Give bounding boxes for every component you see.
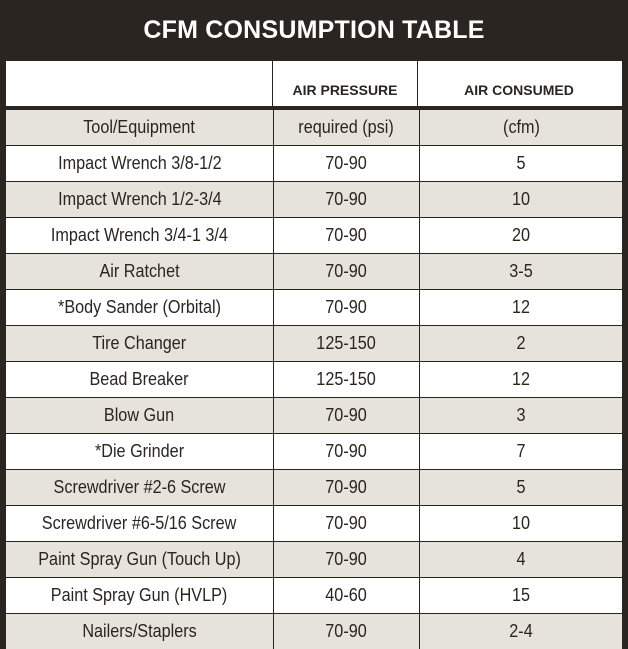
table-row: Paint Spray Gun (Touch Up) 70-90 4 [6, 541, 622, 577]
cfm-cell: 12 [511, 369, 531, 389]
cfm-cell: 3 [516, 405, 526, 425]
cfm-cell: 2 [516, 333, 526, 353]
tool-cell: Tire Changer [6, 326, 274, 361]
table-title: CFM CONSUMPTION TABLE [143, 16, 485, 44]
pressure-cell: 70-90 [274, 614, 420, 649]
table-row: Impact Wrench 3/4-1 3/4 70-90 20 [6, 217, 622, 253]
table-row: Air Ratchet 70-90 3-5 [6, 253, 622, 289]
table-row: Impact Wrench 1/2-3/4 70-90 10 [6, 181, 622, 217]
pressure-cell: 70-90 [274, 254, 420, 289]
cfm-cell: 5 [516, 153, 526, 173]
subheader-cfm: (cfm) [502, 117, 540, 137]
cfm-consumption-table: AIR PRESSURE AIR CONSUMED Tool/Equipment… [6, 61, 622, 649]
pressure-cell: 70-90 [274, 218, 420, 253]
tool-cell: Impact Wrench 1/2-3/4 [6, 182, 274, 217]
tool-cell: Air Ratchet [6, 254, 274, 289]
pressure-cell: 70-90 [274, 290, 420, 325]
pressure-cell: 70-90 [274, 398, 420, 433]
table-row: Impact Wrench 3/8-1/2 70-90 5 [6, 145, 622, 181]
pressure-cell: 125-150 [274, 326, 420, 361]
header-air-consumed: AIR CONSUMED [464, 82, 574, 98]
tool-cell: Paint Spray Gun (Touch Up) [6, 542, 274, 577]
table-row: Bead Breaker 125-150 12 [6, 361, 622, 397]
tool-cell: Screwdriver #2-6 Screw [6, 470, 274, 505]
cfm-cell: 10 [511, 189, 531, 209]
pressure-cell: 70-90 [274, 542, 420, 577]
subheader-required-psi: required (psi) [274, 110, 420, 145]
cfm-cell: 20 [511, 225, 531, 245]
table-header-row: AIR PRESSURE AIR CONSUMED [6, 61, 622, 110]
table-row: *Body Sander (Orbital) 70-90 12 [6, 289, 622, 325]
table-row: Tire Changer 125-150 2 [6, 325, 622, 361]
pressure-cell: 125-150 [274, 362, 420, 397]
table-row: *Die Grinder 70-90 7 [6, 433, 622, 469]
tool-cell: Screwdriver #6-5/16 Screw [6, 506, 274, 541]
cfm-cell: 15 [511, 585, 531, 605]
table-row: Screwdriver #6-5/16 Screw 70-90 10 [6, 505, 622, 541]
tool-cell: *Body Sander (Orbital) [6, 290, 274, 325]
pressure-cell: 70-90 [274, 434, 420, 469]
tool-cell: Impact Wrench 3/4-1 3/4 [6, 218, 274, 253]
pressure-cell: 70-90 [274, 182, 420, 217]
pressure-cell: 70-90 [274, 506, 420, 541]
cfm-cell: 12 [511, 297, 531, 317]
cfm-cell: 10 [511, 513, 531, 533]
tool-cell: Bead Breaker [6, 362, 274, 397]
table-subheader-row: Tool/Equipment required (psi) (cfm) [6, 110, 622, 145]
tool-cell: Nailers/Staplers [6, 614, 274, 649]
header-air-pressure: AIR PRESSURE [273, 61, 418, 106]
tool-cell: Blow Gun [6, 398, 274, 433]
tool-cell: Impact Wrench 3/8-1/2 [6, 146, 274, 181]
tool-cell: *Die Grinder [6, 434, 274, 469]
subheader-tool-equipment: Tool/Equipment [6, 110, 274, 145]
cfm-cell: 2-4 [509, 621, 533, 641]
cfm-cell: 5 [516, 477, 526, 497]
table-row: Paint Spray Gun (HVLP) 40-60 15 [6, 577, 622, 613]
cfm-cell: 3-5 [509, 261, 533, 281]
cfm-cell: 4 [516, 549, 526, 569]
header-tool-column [6, 61, 273, 106]
tool-cell: Paint Spray Gun (HVLP) [6, 578, 274, 613]
table-row: Nailers/Staplers 70-90 2-4 [6, 613, 622, 649]
table-row: Blow Gun 70-90 3 [6, 397, 622, 433]
cfm-cell: 7 [516, 441, 526, 461]
pressure-cell: 70-90 [274, 146, 420, 181]
pressure-cell: 40-60 [274, 578, 420, 613]
table-row: Screwdriver #2-6 Screw 70-90 5 [6, 469, 622, 505]
pressure-cell: 70-90 [274, 470, 420, 505]
